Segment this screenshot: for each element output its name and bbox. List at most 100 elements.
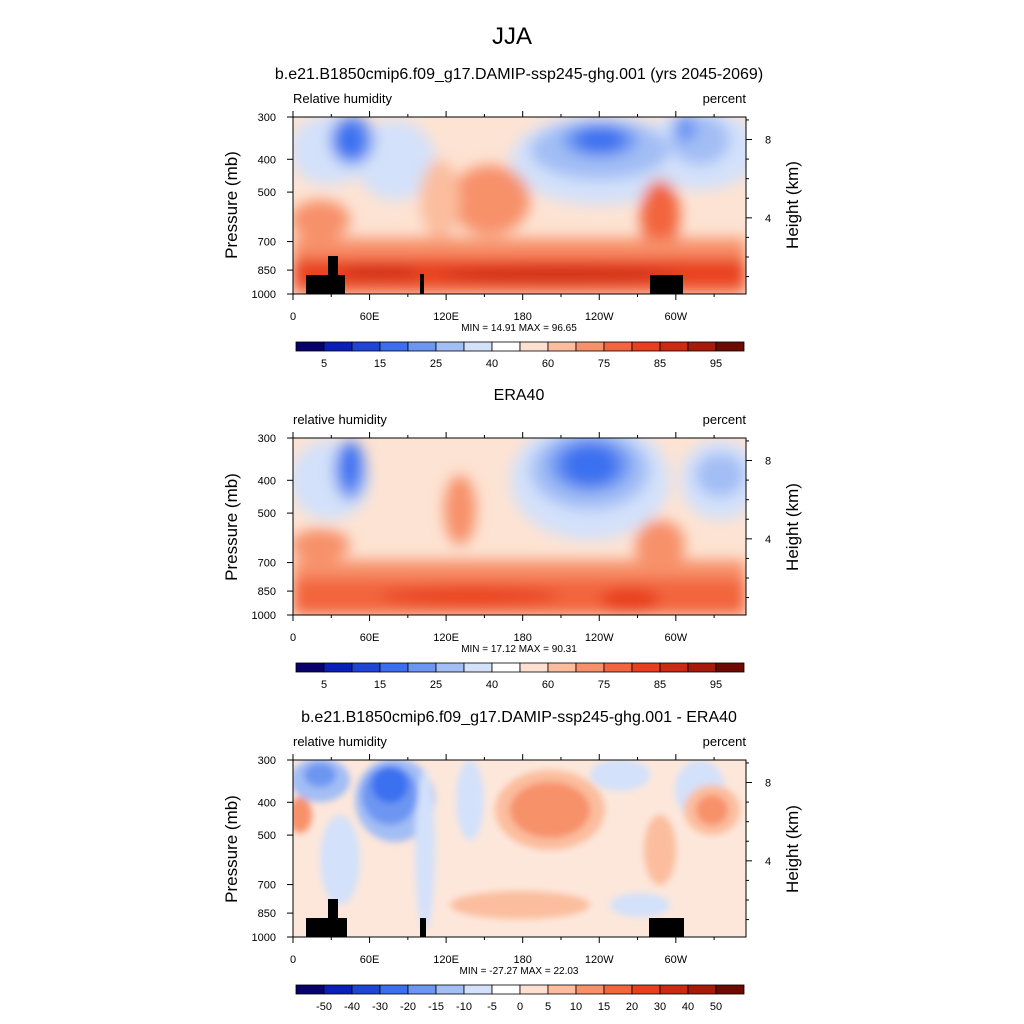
right-tick-label: 8 <box>765 135 771 147</box>
colorbar-label: 40 <box>486 679 498 691</box>
figure-title: JJA <box>492 23 532 50</box>
x-tick-label: 120W <box>585 311 614 323</box>
colorbar-swatch <box>295 662 325 673</box>
plot-frame <box>292 116 747 295</box>
y-tick-label: 400 <box>258 154 276 166</box>
y-tick-label: 850 <box>258 265 276 277</box>
colorbar-swatch <box>631 984 661 995</box>
colorbar-swatch <box>435 662 465 673</box>
colorbar-label: 25 <box>430 358 442 370</box>
variable-label: relative humidity <box>293 412 387 427</box>
x-tick-label: 180 <box>514 632 532 644</box>
colorbar-swatch <box>407 984 437 995</box>
y-tick-label: 500 <box>258 830 276 842</box>
colorbar-label: 40 <box>682 1001 694 1013</box>
axes: 0 60E 120E 180 120W 60W 300 400 500 700 850 1000 8 4 <box>252 432 771 644</box>
colorbar-swatch <box>463 341 493 352</box>
terrain-mask <box>306 256 683 294</box>
colorbar-swatch <box>519 341 549 352</box>
colorbar-swatch <box>463 984 493 995</box>
colorbar: 5 15 25 40 60 75 85 95 <box>295 341 745 370</box>
panel-title: b.e21.B1850cmip6.f09_g17.DAMIP-ssp245-gh… <box>275 66 763 83</box>
panel-difference: b.e21.B1850cmip6.f09_g17.DAMIP-ssp245-gh… <box>222 709 802 1013</box>
colorbar-swatch <box>407 662 437 673</box>
x-tick-label: 0 <box>290 311 296 323</box>
plot-frame <box>292 759 747 938</box>
x-tick-label: 60W <box>665 632 688 644</box>
colorbar-swatch <box>715 984 745 995</box>
colorbar-swatch <box>547 662 577 673</box>
colorbar-swatch <box>295 984 325 995</box>
colorbar-label: 85 <box>654 358 666 370</box>
colorbar-label: 5 <box>545 1001 551 1013</box>
colorbar-label: 95 <box>710 679 722 691</box>
terrain-mask <box>306 899 684 937</box>
contour-field <box>293 438 746 615</box>
colorbar-swatch <box>603 341 633 352</box>
min-max-stats: MIN = 14.91 MAX = 96.65 <box>461 323 577 334</box>
y-tick-label: 500 <box>258 187 276 199</box>
colorbar-label: 60 <box>542 358 554 370</box>
variable-label: relative humidity <box>293 734 387 749</box>
colorbar-swatch <box>351 662 381 673</box>
y-tick-label: 500 <box>258 508 276 520</box>
colorbar-swatch <box>491 662 521 673</box>
variable-label: Relative humidity <box>293 91 392 106</box>
x-tick-label: 120W <box>585 954 614 966</box>
colorbar-swatch <box>687 341 717 352</box>
colorbar-swatch <box>491 341 521 352</box>
y-tick-label: 300 <box>258 433 276 445</box>
colorbar-swatch <box>379 341 409 352</box>
y-tick-label: 400 <box>258 475 276 487</box>
units-label: percent <box>703 412 747 427</box>
colorbar-label: -20 <box>400 1001 416 1013</box>
x-tick-label: 60W <box>665 311 688 323</box>
y-tick-label: 1000 <box>252 932 276 944</box>
colorbar-swatch <box>715 341 745 352</box>
y-tick-label: 300 <box>258 755 276 767</box>
panel-era40: ERA40 relative humidity percent <box>222 387 802 691</box>
colorbar-label: 15 <box>598 1001 610 1013</box>
y-tick-label: 300 <box>258 112 276 124</box>
colorbar-label: -40 <box>344 1001 360 1013</box>
colorbar-label: 5 <box>321 679 327 691</box>
colorbar-swatch <box>295 341 325 352</box>
colorbar-swatch <box>351 341 381 352</box>
colorbar-label: 0 <box>517 1001 523 1013</box>
x-tick-label: 60E <box>360 311 380 323</box>
colorbar-swatch <box>435 984 465 995</box>
colorbar-swatch <box>519 662 549 673</box>
colorbar-label: 15 <box>374 358 386 370</box>
min-max-stats: MIN = -27.27 MAX = 22.03 <box>460 966 579 977</box>
colorbar: 5 15 25 40 60 75 85 95 <box>295 662 745 691</box>
right-axis-label: Height (km) <box>783 805 802 893</box>
x-tick-label: 120W <box>585 632 614 644</box>
x-tick-label: 0 <box>290 954 296 966</box>
y-axis-label: Pressure (mb) <box>222 473 241 581</box>
colorbar-swatch <box>519 984 549 995</box>
right-tick-label: 4 <box>765 534 771 546</box>
colorbar-swatch <box>631 341 661 352</box>
colorbar-swatch <box>491 984 521 995</box>
colorbar-swatch <box>547 341 577 352</box>
colorbar-label: 75 <box>598 679 610 691</box>
y-axis-label: Pressure (mb) <box>222 151 241 259</box>
colorbar-swatch <box>435 341 465 352</box>
contour-field <box>293 117 746 294</box>
min-max-stats: MIN = 17.12 MAX = 90.31 <box>461 644 577 655</box>
colorbar-swatch <box>379 662 409 673</box>
colorbar-label: 30 <box>654 1001 666 1013</box>
y-axis-label: Pressure (mb) <box>222 795 241 903</box>
colorbar-label: 85 <box>654 679 666 691</box>
colorbar-swatch <box>379 984 409 995</box>
x-tick-label: 60E <box>360 954 380 966</box>
x-tick-label: 120E <box>433 311 459 323</box>
axes: 0 60E 120E 180 120W 60W 300 400 500 700 850 1000 8 4 <box>252 111 771 323</box>
panel-title: ERA40 <box>494 387 545 404</box>
units-label: percent <box>703 734 747 749</box>
right-tick-label: 4 <box>765 213 771 225</box>
colorbar-swatch <box>603 984 633 995</box>
right-tick-label: 4 <box>765 856 771 868</box>
y-tick-label: 1000 <box>252 289 276 301</box>
